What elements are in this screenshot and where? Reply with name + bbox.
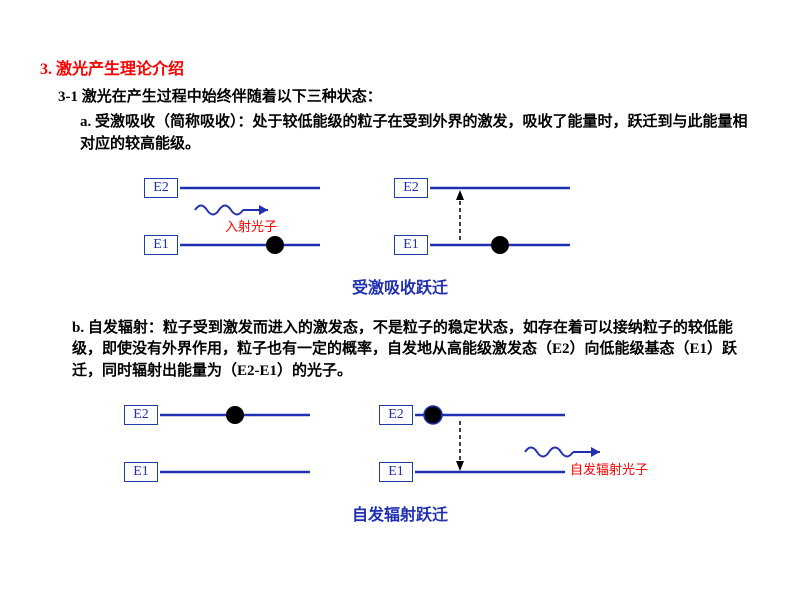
subtitle: 3-1 激光在产生过程中始终伴随着以下三种状态：	[58, 85, 760, 106]
photon-arrow-head	[259, 205, 268, 215]
e2-box-right: E2	[394, 178, 428, 198]
e1-box-left: E1	[144, 235, 178, 255]
diagram-emission: E2 E1 E2 E1 自发辐射光子	[120, 397, 680, 497]
item-b-text: 自发辐射：粒子受到激发而进入的激发态，不是粒子的稳定状态，如存在着可以接纳粒子的…	[72, 320, 737, 380]
photon-label-absorb: 入射光子	[225, 216, 277, 235]
transition-arrow-head	[456, 190, 464, 200]
photon-label-emit: 自发辐射光子	[570, 459, 648, 478]
section-title: 3. 激光产生理论介绍	[40, 55, 760, 79]
e2-box-left2: E2	[124, 405, 158, 425]
transition-down-head	[456, 461, 464, 471]
item-a-prefix: a.	[80, 114, 95, 130]
photon-wave-emit	[525, 447, 573, 456]
e1-box-right2: E1	[379, 462, 413, 482]
e1-box-right: E1	[394, 235, 428, 255]
item-a: a. 受激吸收（简称吸收）：处于较低能级的粒子在受到外界的激发，吸收了能量时，跃…	[80, 112, 760, 156]
e1-box-left2: E1	[124, 462, 158, 482]
title-text: 3. 激光产生理论介绍	[40, 61, 184, 78]
item-b-prefix: b.	[72, 320, 88, 336]
diagram2-caption: 自发辐射跃迁	[40, 501, 760, 525]
e2-box-left: E2	[144, 178, 178, 198]
particle-left2	[226, 406, 244, 424]
particle-left	[266, 236, 284, 254]
particle-right	[491, 236, 509, 254]
photon-wave-left	[195, 205, 243, 214]
e2-box-right2: E2	[379, 405, 413, 425]
diagram-absorption: E2 E1 E2 E1 入射光子	[140, 170, 660, 270]
photon-emit-head	[591, 447, 600, 457]
item-b: b. 自发辐射：粒子受到激发而进入的激发态，不是粒子的稳定状态，如存在着可以接纳…	[72, 318, 760, 383]
slide-root: 3. 激光产生理论介绍 3-1 激光在产生过程中始终伴随着以下三种状态： a. …	[0, 0, 800, 600]
diagram1-caption: 受激吸收跃迁	[40, 274, 760, 298]
item-a-text: 受激吸收（简称吸收）：处于较低能级的粒子在受到外界的激发，吸收了能量时，跃迁到与…	[80, 114, 748, 152]
